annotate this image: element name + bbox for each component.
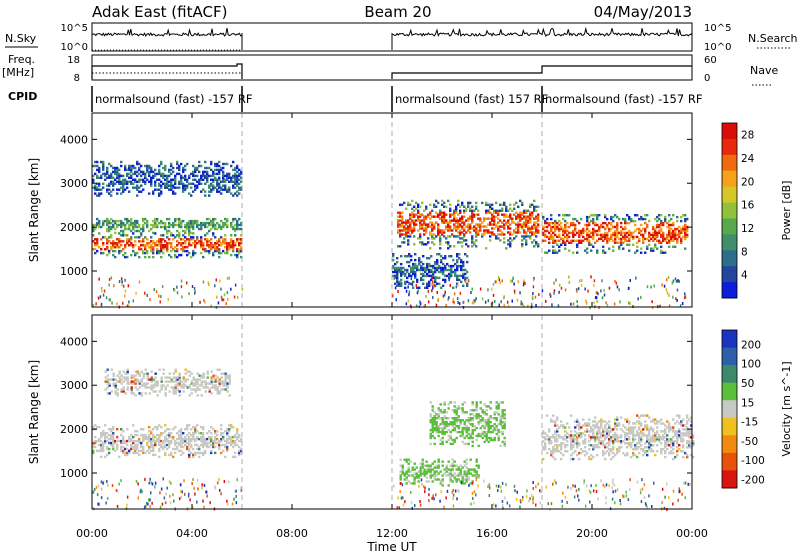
noise-left-top: 10^5 <box>61 23 88 34</box>
velocity-colorbar-tick: 100 <box>741 359 761 371</box>
beam-title: Beam 20 <box>364 3 431 21</box>
power-ylabel: Slant Range [km] <box>27 158 41 262</box>
velocity-colorbar-swatch <box>722 330 737 348</box>
time-axis-label: Time UT <box>366 540 417 554</box>
cpid-label-1: normalsound (fast) 157 RF <box>395 92 548 106</box>
power-colorbar-swatch <box>722 171 737 187</box>
power-colorbar-swatch <box>722 139 737 155</box>
power-panel: 1000 2000 3000 4000 Slant Range [km] <box>27 113 692 309</box>
nave-label: Nave <box>750 64 778 77</box>
power-ytick-label: 1000 <box>60 265 88 278</box>
velocity-colorbar-swatch <box>722 365 737 383</box>
noise-left-bottom: 10^0 <box>61 42 88 53</box>
freq-trace <box>92 64 242 79</box>
power-colorbar-swatch <box>722 123 737 139</box>
cpid-label-2: normalsound (fast) -157 RF <box>545 92 702 106</box>
velocity-colorbar-swatch <box>722 400 737 418</box>
velocity-colorbar-tick: -100 <box>741 455 765 467</box>
power-colorbar: 4 8 12 16 20 24 28 Power [dB] <box>722 123 793 299</box>
time-tick-label: 16:00 <box>476 527 508 540</box>
power-colorbar-swatch <box>722 203 737 219</box>
velocity-colorbar-tick: 50 <box>741 378 754 390</box>
velocity-ytick-label: 3000 <box>60 379 88 392</box>
velocity-colorbar: 200 100 50 15 -15 -50 -100 -200 Velocity [m s^-1… <box>722 330 793 489</box>
velocity-colorbar-swatch <box>722 453 737 471</box>
noise-series <box>92 28 692 50</box>
velocity-colorbar-swatch <box>722 435 737 453</box>
freq-left-bottom: 8 <box>74 73 80 84</box>
power-colorbar-tick: 12 <box>741 223 754 235</box>
power-colorbar-swatch <box>722 234 737 250</box>
velocity-colorbar-label: Velocity [m s^-1] <box>780 361 793 456</box>
time-axis: 00:00 04:00 08:00 12:00 16:00 20:00 00:00 <box>76 527 708 540</box>
freq-unit-label: [MHz] <box>2 66 34 79</box>
nsky-label: N.Sky <box>5 32 37 45</box>
power-colorbar-swatch <box>722 250 737 266</box>
power-colorbar-swatch <box>722 219 737 235</box>
velocity-colorbar-tick: -15 <box>741 417 758 429</box>
noise-right-bottom: 10^0 <box>704 42 731 53</box>
power-colorbar-tick: 4 <box>741 270 748 282</box>
time-tick-label: 04:00 <box>176 527 208 540</box>
freq-left-top: 18 <box>67 55 80 66</box>
power-colorbar-swatch <box>722 187 737 203</box>
velocity-colorbar-swatch <box>722 348 737 366</box>
velocity-colorbar-swatch <box>722 418 737 436</box>
velocity-colorbar-tick: -200 <box>741 474 765 486</box>
velocity-colorbar-tick: 15 <box>741 397 754 409</box>
velocity-colorbar-swatch <box>722 383 737 401</box>
power-colorbar-swatch <box>722 282 737 298</box>
power-colorbar-tick: 28 <box>741 130 754 142</box>
freq-right-top: 60 <box>704 55 717 66</box>
cpid-label-0: normalsound (fast) -157 RF <box>95 92 252 106</box>
cpid-label: CPID <box>8 90 37 103</box>
power-ytick-label: 2000 <box>60 221 88 234</box>
power-ytick-label: 4000 <box>60 133 88 146</box>
velocity-colorbar-swatch <box>722 470 737 488</box>
nsky-trace <box>92 28 242 50</box>
power-colorbar-tick: 8 <box>741 246 748 258</box>
power-colorbar-tick: 20 <box>741 176 754 188</box>
noise-right-top: 10^5 <box>704 23 731 34</box>
time-tick-label: 00:00 <box>676 527 708 540</box>
velocity-colorbar-tick: 200 <box>741 340 761 352</box>
nsky-trace <box>392 28 692 50</box>
nsearch-label: N.Search <box>748 32 798 45</box>
freq-label: Freq. <box>8 53 35 66</box>
freq-trace <box>392 66 692 79</box>
velocity-panel: 1000 2000 3000 4000 Slant Range [km] <box>27 315 694 511</box>
time-tick-label: 00:00 <box>76 527 108 540</box>
time-tick-label: 12:00 <box>376 527 408 540</box>
freq-series <box>92 64 692 79</box>
date-title: 04/May/2013 <box>594 3 692 21</box>
power-ytick-label: 3000 <box>60 177 88 190</box>
time-tick-label: 20:00 <box>576 527 608 540</box>
power-colorbar-tick: 24 <box>741 153 755 165</box>
power-colorbar-swatch <box>722 266 737 282</box>
velocity-ytick-label: 1000 <box>60 467 88 480</box>
velocity-colorbar-tick: -50 <box>741 436 758 448</box>
power-colorbar-label: Power [dB] <box>780 181 793 241</box>
site-title: Adak East (fitACF) <box>92 3 227 21</box>
velocity-ytick-label: 2000 <box>60 423 88 436</box>
velocity-ytick-label: 4000 <box>60 335 88 348</box>
power-colorbar-swatch <box>722 155 737 171</box>
time-tick-label: 08:00 <box>276 527 308 540</box>
power-colorbar-tick: 16 <box>741 200 755 212</box>
freq-right-bottom: 0 <box>704 73 710 84</box>
velocity-ylabel: Slant Range [km] <box>27 360 41 464</box>
